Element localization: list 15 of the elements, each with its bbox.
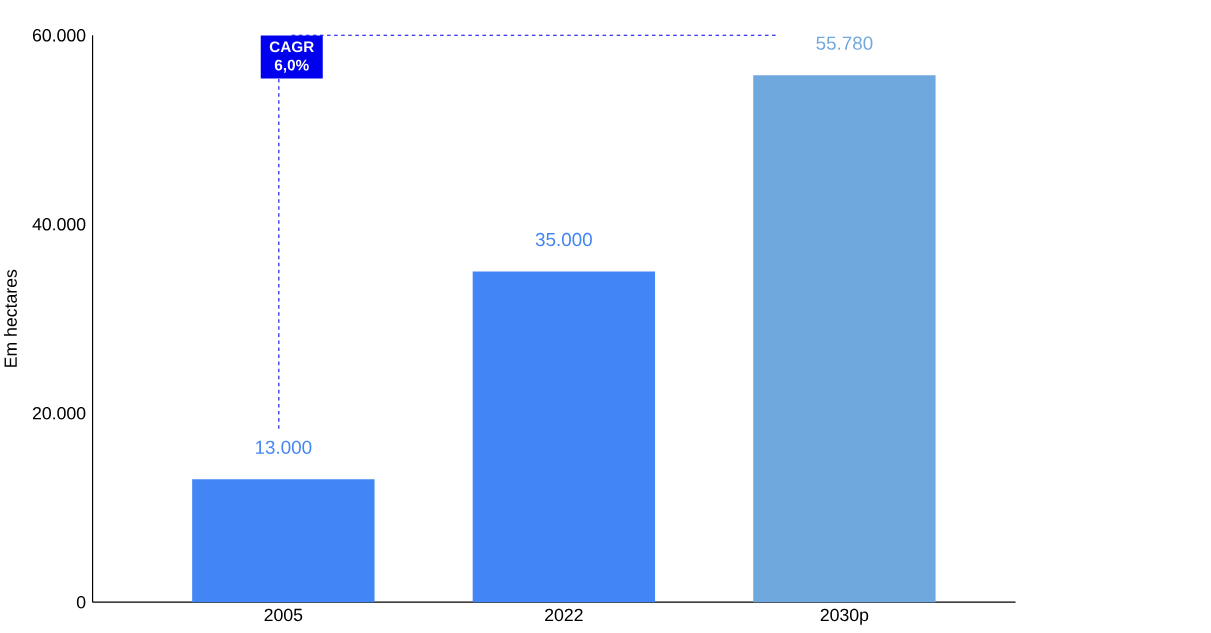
annotation: CAGR 6,0% (269, 41, 314, 73)
bar (753, 75, 936, 602)
bar (472, 271, 656, 602)
x-tick-label: 2030p (820, 608, 869, 625)
y-tick-label: 60.000 (32, 28, 86, 42)
y-tick-label: 0 (76, 595, 86, 609)
x-tick-label: 2022 (545, 608, 583, 621)
data-label: 35.000 (535, 232, 592, 246)
data-label: 55.780 (816, 36, 873, 50)
data-label: 13.000 (255, 440, 312, 454)
y-tick-label: 40.000 (32, 217, 86, 231)
y-axis-title: Em hectares (3, 269, 17, 367)
bar (192, 479, 375, 602)
y-tick-label: 20.000 (32, 406, 86, 420)
x-tick-label: 2005 (264, 608, 303, 621)
